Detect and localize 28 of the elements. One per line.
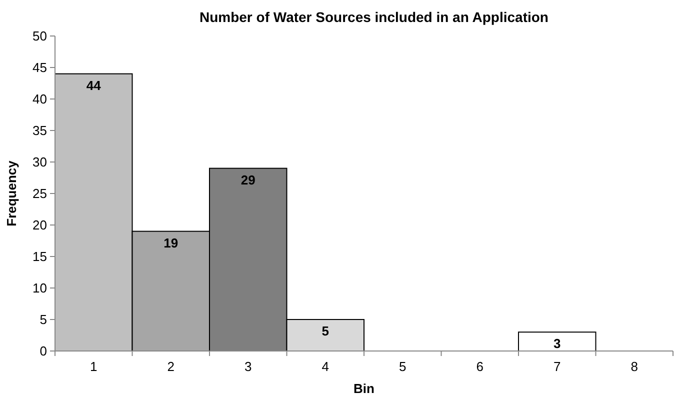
y-tick-label: 15 <box>32 249 47 264</box>
y-tick-label: 10 <box>32 280 47 296</box>
y-tick-label: 25 <box>32 186 47 202</box>
y-tick-label: 5 <box>40 312 47 328</box>
y-tick-label: 50 <box>32 28 47 44</box>
y-tick-label: 45 <box>32 60 47 76</box>
data-label: 29 <box>240 172 256 188</box>
data-label: 5 <box>322 324 329 338</box>
x-tick-label: 7 <box>554 359 561 374</box>
y-tick-label: 20 <box>32 218 47 233</box>
bar <box>518 332 596 352</box>
y-tick-label: 40 <box>32 92 47 107</box>
data-label: 19 <box>164 235 178 250</box>
x-tick-label: 6 <box>476 359 484 374</box>
y-axis-title: Frequency <box>4 160 19 226</box>
x-tick-label: 3 <box>244 359 252 374</box>
y-tick-label: 0 <box>40 344 47 359</box>
x-tick-label: 8 <box>630 359 638 374</box>
y-tick-label: 35 <box>32 123 47 138</box>
x-tick-label: 4 <box>322 359 329 374</box>
x-tick-label: 1 <box>90 359 98 374</box>
x-axis-title: Bin <box>354 381 375 396</box>
x-tick-label: 5 <box>399 359 406 374</box>
chart-title: Number of Water Sources included in an Application <box>199 9 549 25</box>
y-tick-label: 30 <box>32 154 47 170</box>
data-label: 3 <box>554 336 561 352</box>
x-tick-label: 2 <box>167 359 174 374</box>
data-label: 44 <box>86 78 102 93</box>
